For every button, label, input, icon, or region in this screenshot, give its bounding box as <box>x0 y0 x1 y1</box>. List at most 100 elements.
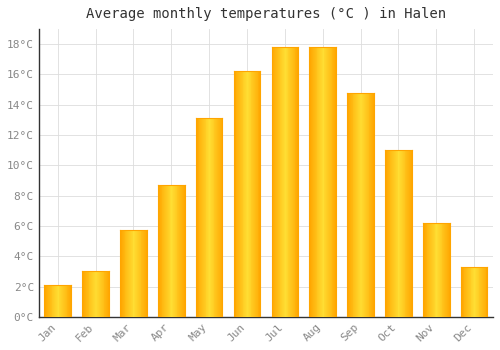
Bar <box>124 231 126 317</box>
Bar <box>123 231 124 317</box>
Bar <box>368 93 370 317</box>
Bar <box>120 231 121 317</box>
Bar <box>54 285 55 317</box>
Bar <box>83 271 84 317</box>
Bar <box>82 271 83 317</box>
Bar <box>107 271 108 317</box>
Bar <box>349 93 350 317</box>
Bar <box>426 223 428 317</box>
Bar <box>132 231 134 317</box>
Bar <box>352 93 354 317</box>
Bar <box>68 285 69 317</box>
Bar <box>466 267 467 317</box>
Bar <box>386 150 387 317</box>
Bar <box>180 185 181 317</box>
Bar <box>370 93 371 317</box>
Bar <box>234 71 236 317</box>
Bar <box>362 93 363 317</box>
Bar <box>474 267 475 317</box>
Bar <box>145 231 146 317</box>
Bar <box>211 118 212 317</box>
Bar <box>277 47 278 317</box>
Bar <box>400 150 401 317</box>
Bar <box>356 93 357 317</box>
Bar <box>62 285 63 317</box>
Bar <box>60 285 62 317</box>
Bar <box>350 93 351 317</box>
Bar <box>165 185 166 317</box>
Bar <box>182 185 183 317</box>
Bar <box>447 223 448 317</box>
Bar <box>176 185 178 317</box>
Bar <box>44 285 46 317</box>
Bar <box>328 47 329 317</box>
Bar <box>140 231 141 317</box>
Bar <box>129 231 130 317</box>
Bar <box>297 47 298 317</box>
Bar <box>363 93 364 317</box>
Bar <box>320 47 321 317</box>
Bar <box>313 47 314 317</box>
Bar <box>57 285 58 317</box>
Bar <box>248 71 249 317</box>
Bar <box>372 93 373 317</box>
Bar <box>131 231 132 317</box>
Bar <box>208 118 209 317</box>
Bar <box>472 267 473 317</box>
Bar <box>364 93 365 317</box>
Bar <box>135 231 136 317</box>
Bar <box>236 71 238 317</box>
Bar <box>198 118 200 317</box>
Bar <box>212 118 214 317</box>
Bar <box>274 47 275 317</box>
Bar <box>58 285 59 317</box>
Bar <box>158 185 159 317</box>
Bar <box>393 150 394 317</box>
Bar <box>486 267 488 317</box>
Bar <box>448 223 450 317</box>
Bar <box>470 267 472 317</box>
Bar <box>394 150 395 317</box>
Bar <box>476 267 477 317</box>
Bar <box>440 223 442 317</box>
Bar <box>473 267 474 317</box>
Bar <box>143 231 144 317</box>
Bar <box>200 118 201 317</box>
Bar <box>293 47 294 317</box>
Bar <box>438 223 439 317</box>
Bar <box>108 271 109 317</box>
Bar <box>434 223 436 317</box>
Bar <box>46 285 47 317</box>
Bar <box>69 285 70 317</box>
Bar <box>47 285 48 317</box>
Bar <box>167 185 168 317</box>
Bar <box>218 118 219 317</box>
Bar <box>396 150 398 317</box>
Bar <box>175 185 176 317</box>
Bar <box>65 285 66 317</box>
Bar <box>477 267 478 317</box>
Bar <box>102 271 104 317</box>
Bar <box>332 47 334 317</box>
Bar <box>360 93 362 317</box>
Bar <box>334 47 335 317</box>
Bar <box>256 71 258 317</box>
Bar <box>291 47 292 317</box>
Bar <box>85 271 86 317</box>
Bar <box>126 231 128 317</box>
Bar <box>401 150 402 317</box>
Bar <box>101 271 102 317</box>
Bar <box>316 47 318 317</box>
Bar <box>402 150 403 317</box>
Bar <box>247 71 248 317</box>
Bar <box>201 118 202 317</box>
Bar <box>217 118 218 317</box>
Bar <box>255 71 256 317</box>
Bar <box>424 223 425 317</box>
Bar <box>178 185 179 317</box>
Bar <box>55 285 56 317</box>
Bar <box>462 267 464 317</box>
Bar <box>137 231 138 317</box>
Bar <box>278 47 280 317</box>
Bar <box>461 267 462 317</box>
